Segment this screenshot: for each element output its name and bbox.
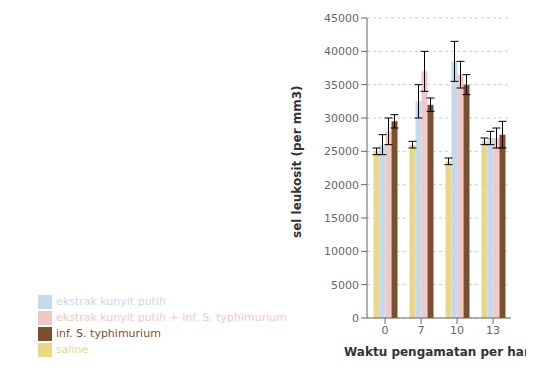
svg-text:45000: 45000 bbox=[324, 12, 359, 25]
svg-text:15000: 15000 bbox=[324, 212, 359, 225]
svg-text:30000: 30000 bbox=[324, 112, 359, 125]
svg-text:40000: 40000 bbox=[324, 45, 359, 58]
svg-text:10: 10 bbox=[450, 324, 464, 337]
svg-text:13: 13 bbox=[486, 324, 500, 337]
html-text:saline: saline bbox=[56, 343, 89, 356]
svg-text:35000: 35000 bbox=[324, 79, 359, 92]
svg-text:0: 0 bbox=[382, 324, 389, 337]
svg-text:Waktu pengamatan per hari: Waktu pengamatan per hari bbox=[344, 345, 526, 359]
svg-text:20000: 20000 bbox=[324, 179, 359, 192]
svg-text:sel leukosit (per mm3): sel leukosit (per mm3) bbox=[290, 85, 304, 238]
html-text:ekstrak kunyit putih + inf. S.: ekstrak kunyit putih + inf. S. typhimuri… bbox=[56, 311, 287, 324]
svg-text:10000: 10000 bbox=[324, 245, 359, 258]
html-text:ekstrak kunyit putih: ekstrak kunyit putih bbox=[56, 295, 166, 308]
svg-text:5000: 5000 bbox=[331, 279, 359, 292]
svg-text:25000: 25000 bbox=[324, 145, 359, 158]
svg-text:0: 0 bbox=[352, 312, 359, 325]
svg-text:7: 7 bbox=[418, 324, 425, 337]
html-text:inf. S. typhimurium: inf. S. typhimurium bbox=[56, 327, 161, 340]
